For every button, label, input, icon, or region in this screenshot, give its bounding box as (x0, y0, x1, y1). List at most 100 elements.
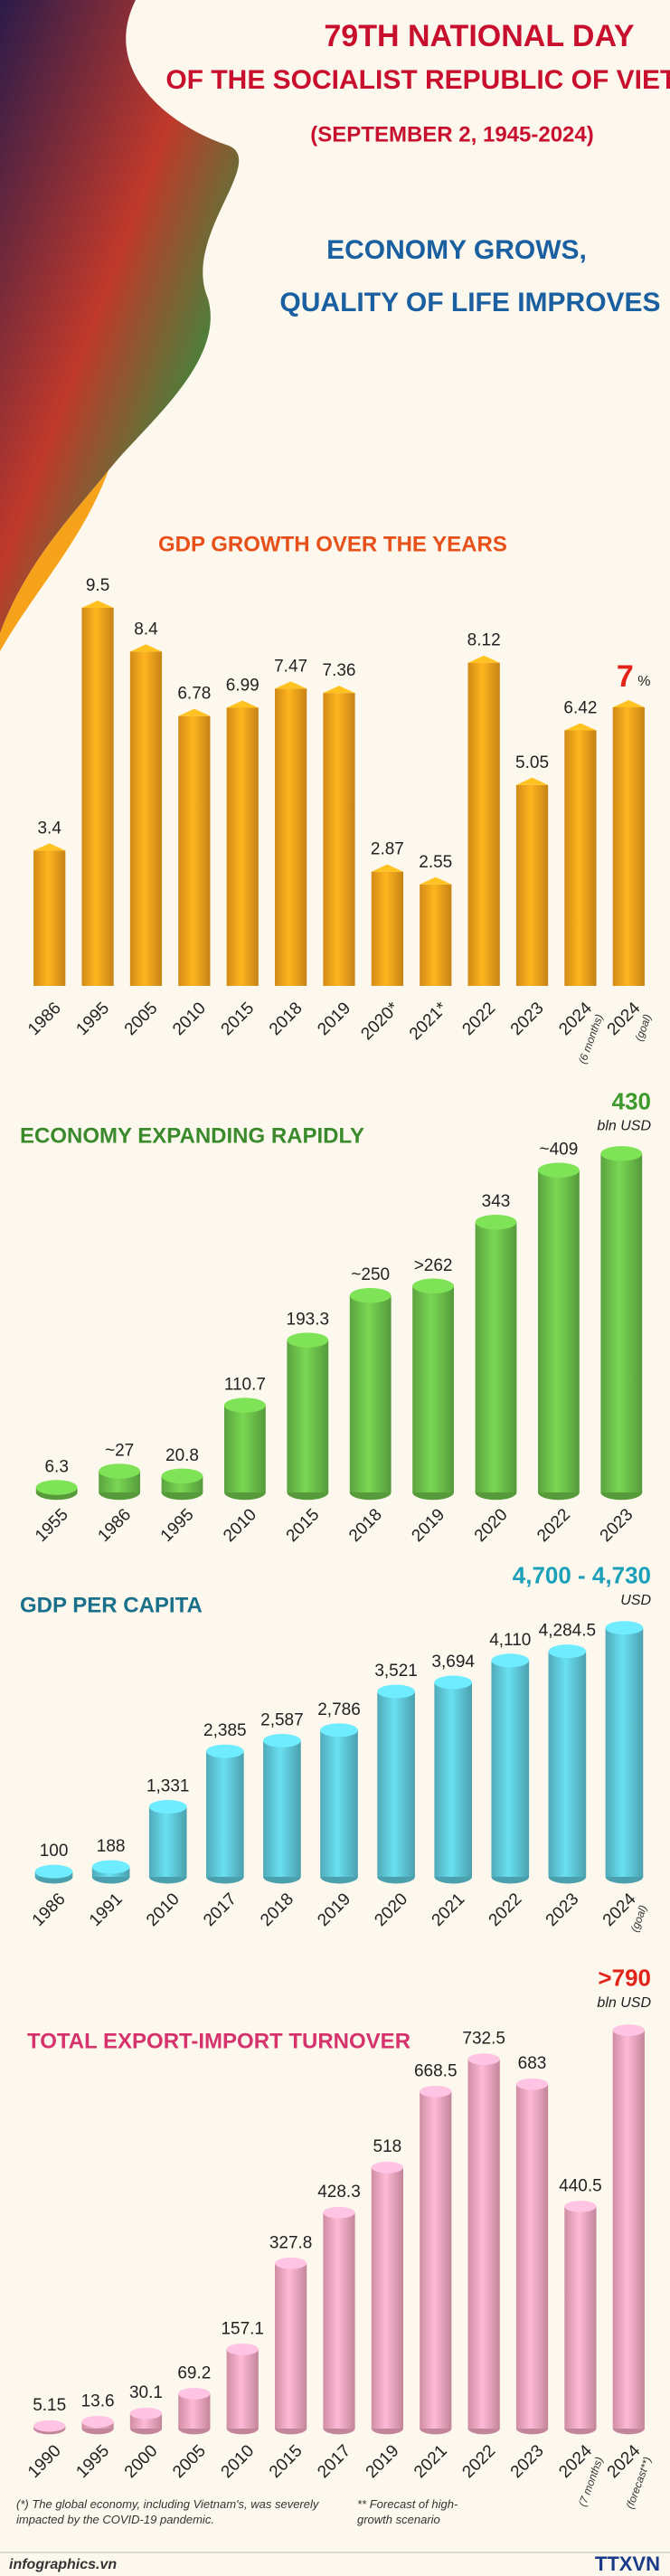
bar (205, 1751, 244, 1877)
theme: ECONOMY GROWS, (326, 235, 587, 265)
value-label: 8.4 (134, 620, 158, 639)
x-tick-label: 2017 (200, 1889, 241, 1930)
value-label: 7 (617, 659, 634, 694)
x-tick-label: 1991 (86, 1889, 127, 1930)
bar-cap (129, 2407, 163, 2420)
value-label: 440.5 (559, 2176, 602, 2195)
value-label: 6.99 (226, 676, 260, 695)
section-title: GDP PER CAPITA (20, 1593, 203, 1617)
value-label: 2,786 (317, 1700, 361, 1719)
x-tick-label: 2015 (218, 999, 259, 1039)
bar (349, 1295, 392, 1492)
bar (515, 2084, 549, 2429)
x-tick-label: 2018 (345, 1505, 386, 1546)
value-label: 343 (482, 1192, 511, 1211)
bar-cap (349, 1287, 392, 1303)
bar-cap (600, 1146, 643, 1161)
value-label: 430 (612, 1087, 651, 1114)
subtitle: (SEPTEMBER 2, 1945-2024) (310, 122, 593, 147)
x-tick-label: 2023 (597, 1505, 637, 1546)
value-label: 4,284.5 (539, 1622, 596, 1641)
theme: QUALITY OF LIFE IMPROVES (279, 288, 660, 317)
x-tick-label: 1990 (24, 2441, 65, 2482)
bar-cap (226, 700, 259, 708)
bar (420, 2091, 452, 2429)
bar (226, 707, 259, 986)
bar (274, 688, 307, 986)
value-label: 9.5 (86, 576, 109, 595)
value-label: 1,331 (146, 1777, 190, 1796)
value-label: 2.55 (419, 853, 452, 872)
section-title: GDP GROWTH OVER THE YEARS (158, 532, 507, 556)
bar-cap (320, 1723, 358, 1738)
bar-cap (412, 1278, 455, 1294)
bar-cap (287, 1332, 329, 1348)
x-tick-label: 2020* (357, 999, 402, 1044)
x-tick-label: 2023 (507, 2441, 548, 2482)
bar (263, 1740, 301, 1877)
value-label: 668.5 (414, 2061, 458, 2080)
value-label: 2.87 (371, 840, 404, 859)
x-tick-label: 2005 (169, 2441, 210, 2482)
unit-label: % (637, 674, 650, 689)
bar (81, 608, 114, 986)
bar (287, 1340, 329, 1492)
value-label: >262 (414, 1256, 453, 1275)
bar (371, 871, 404, 986)
bar-cap (33, 2420, 66, 2432)
bar-cap (515, 2078, 549, 2090)
value-label: 7.36 (323, 661, 356, 680)
x-tick-label: 2010 (220, 1505, 260, 1546)
bar (323, 2212, 355, 2429)
x-tick-label: 1995 (157, 1505, 198, 1546)
value-label: 100 (40, 1842, 69, 1861)
bar-cap (467, 2053, 500, 2065)
bar-cap (564, 2201, 597, 2212)
bar (467, 2059, 500, 2429)
x-tick-label: 2019 (408, 1505, 448, 1546)
x-tick-label: 2022 (458, 999, 499, 1039)
bar (371, 2167, 404, 2429)
bar-cap (612, 2024, 645, 2036)
value-label: 7.47 (274, 657, 307, 676)
value-label: 732.5 (462, 2030, 505, 2049)
x-tick-label: 2010 (169, 999, 210, 1039)
x-tick-label: 2022 (458, 2441, 499, 2482)
bar-cap (81, 601, 114, 608)
bar-cap (263, 1733, 301, 1747)
x-tick-label: 2018 (257, 1889, 297, 1930)
title: OF THE SOCIALIST REPUBLIC OF VIETNAM (165, 65, 670, 95)
bar (548, 1651, 587, 1877)
value-label: 6.3 (44, 1458, 68, 1477)
bar-cap (81, 2416, 114, 2428)
bar-cap (491, 1653, 530, 1668)
bar (178, 715, 211, 986)
bar (612, 2030, 645, 2429)
x-tick-label: 1986 (24, 999, 65, 1039)
decor-swoosh (0, 470, 109, 651)
bar (515, 784, 549, 986)
value-label: 3.4 (37, 819, 61, 838)
x-tick-label: 2021 (410, 2441, 451, 2482)
bar-cap (226, 2344, 259, 2355)
footer-agency: TTXVN (595, 2552, 660, 2575)
bar (129, 651, 163, 986)
value-label: 8.12 (467, 631, 501, 650)
title: 79TH NATIONAL DAY (324, 19, 635, 53)
value-label: ~409 (540, 1141, 579, 1160)
x-tick-label: 2017 (314, 2441, 354, 2482)
x-tick-label: 1995 (72, 2441, 113, 2482)
bar (226, 2349, 259, 2429)
x-tick-label: 2018 (266, 999, 307, 1039)
value-label: 683 (518, 2054, 547, 2073)
unit-label: bln USD (597, 1119, 651, 1134)
x-tick-label: 2023 (507, 999, 548, 1039)
bar-cap (274, 681, 307, 689)
value-label: 4,700 - 4,730 (513, 1562, 651, 1589)
bar-cap (35, 1480, 78, 1495)
bar (434, 1682, 473, 1877)
x-tick-label: 2021* (406, 999, 451, 1044)
bar-cap (537, 1162, 580, 1178)
value-label: 193.3 (287, 1311, 330, 1330)
x-tick-label: 1986 (94, 1505, 135, 1546)
